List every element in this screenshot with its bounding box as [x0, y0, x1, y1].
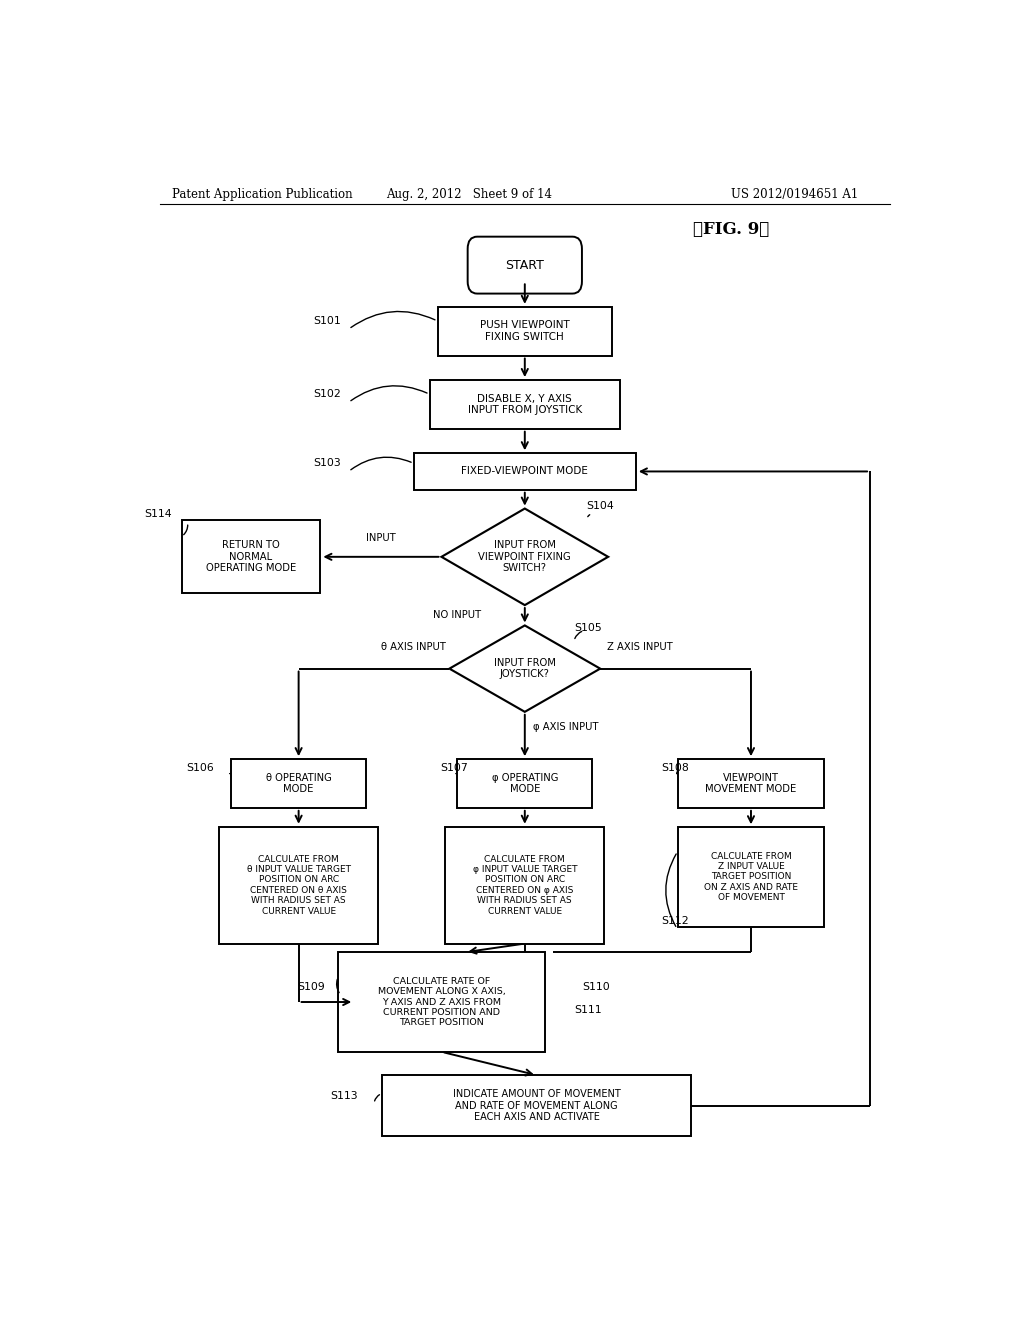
Text: START: START	[506, 259, 544, 272]
Text: Aug. 2, 2012   Sheet 9 of 14: Aug. 2, 2012 Sheet 9 of 14	[386, 189, 552, 202]
Text: φ OPERATING
MODE: φ OPERATING MODE	[492, 772, 558, 795]
Text: S113: S113	[331, 1090, 358, 1101]
FancyBboxPatch shape	[445, 826, 604, 944]
Text: CALCULATE FROM
Z INPUT VALUE
TARGET POSITION
ON Z AXIS AND RATE
OF MOVEMENT: CALCULATE FROM Z INPUT VALUE TARGET POSI…	[703, 851, 798, 903]
Text: S114: S114	[144, 510, 172, 519]
FancyBboxPatch shape	[219, 826, 378, 944]
Text: DISABLE X, Y AXIS
INPUT FROM JOYSTICK: DISABLE X, Y AXIS INPUT FROM JOYSTICK	[468, 393, 582, 416]
Text: S112: S112	[662, 916, 689, 925]
Polygon shape	[441, 508, 608, 605]
Text: INPUT FROM
JOYSTICK?: INPUT FROM JOYSTICK?	[494, 657, 556, 680]
Text: S101: S101	[313, 315, 341, 326]
Text: S102: S102	[313, 389, 341, 399]
FancyBboxPatch shape	[231, 759, 367, 808]
Text: S104: S104	[587, 502, 614, 511]
FancyBboxPatch shape	[458, 759, 592, 808]
Text: 【FIG. 9】: 【FIG. 9】	[693, 220, 769, 238]
Text: INDICATE AMOUNT OF MOVEMENT
AND RATE OF MOVEMENT ALONG
EACH AXIS AND ACTIVATE: INDICATE AMOUNT OF MOVEMENT AND RATE OF …	[453, 1089, 621, 1122]
Text: S106: S106	[186, 763, 214, 774]
FancyBboxPatch shape	[338, 952, 545, 1052]
FancyBboxPatch shape	[468, 236, 582, 293]
FancyBboxPatch shape	[382, 1076, 691, 1137]
FancyBboxPatch shape	[181, 520, 321, 594]
FancyBboxPatch shape	[430, 380, 620, 429]
Text: US 2012/0194651 A1: US 2012/0194651 A1	[731, 189, 858, 202]
Text: INPUT: INPUT	[367, 532, 396, 543]
Text: S105: S105	[574, 623, 602, 634]
FancyBboxPatch shape	[414, 453, 636, 490]
FancyBboxPatch shape	[678, 759, 824, 808]
Text: FIXED-VIEWPOINT MODE: FIXED-VIEWPOINT MODE	[462, 466, 588, 477]
Text: Z AXIS INPUT: Z AXIS INPUT	[606, 643, 673, 652]
Text: φ AXIS INPUT: φ AXIS INPUT	[532, 722, 598, 733]
Text: VIEWPOINT
MOVEMENT MODE: VIEWPOINT MOVEMENT MODE	[706, 772, 797, 795]
Text: NO INPUT: NO INPUT	[433, 610, 481, 620]
Text: S107: S107	[440, 763, 468, 774]
Text: PUSH VIEWPOINT
FIXING SWITCH: PUSH VIEWPOINT FIXING SWITCH	[480, 321, 569, 342]
Text: CALCULATE RATE OF
MOVEMENT ALONG X AXIS,
Y AXIS AND Z AXIS FROM
CURRENT POSITION: CALCULATE RATE OF MOVEMENT ALONG X AXIS,…	[378, 977, 506, 1027]
FancyBboxPatch shape	[437, 306, 612, 355]
Text: CALCULATE FROM
φ INPUT VALUE TARGET
POSITION ON ARC
CENTERED ON φ AXIS
WITH RADI: CALCULATE FROM φ INPUT VALUE TARGET POSI…	[472, 854, 578, 916]
FancyBboxPatch shape	[678, 828, 824, 927]
Text: S108: S108	[662, 763, 689, 774]
Text: S109: S109	[297, 982, 325, 991]
Text: θ AXIS INPUT: θ AXIS INPUT	[381, 643, 445, 652]
Text: INPUT FROM
VIEWPOINT FIXING
SWITCH?: INPUT FROM VIEWPOINT FIXING SWITCH?	[478, 540, 571, 573]
Text: θ OPERATING
MODE: θ OPERATING MODE	[265, 772, 332, 795]
Polygon shape	[450, 626, 600, 711]
Text: Patent Application Publication: Patent Application Publication	[172, 189, 352, 202]
Text: S111: S111	[574, 1005, 602, 1015]
Text: CALCULATE FROM
θ INPUT VALUE TARGET
POSITION ON ARC
CENTERED ON θ AXIS
WITH RADI: CALCULATE FROM θ INPUT VALUE TARGET POSI…	[247, 854, 350, 916]
Text: S110: S110	[582, 982, 609, 991]
Text: S103: S103	[313, 458, 341, 469]
Text: RETURN TO
NORMAL
OPERATING MODE: RETURN TO NORMAL OPERATING MODE	[206, 540, 296, 573]
